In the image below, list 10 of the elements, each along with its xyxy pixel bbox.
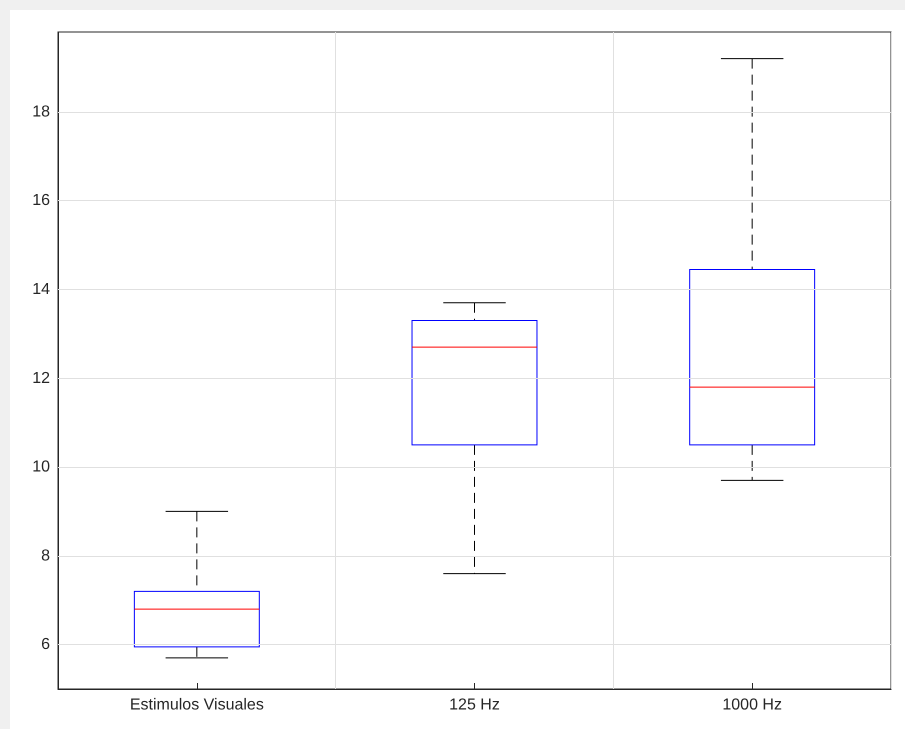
y-tick-label: 10	[32, 458, 50, 476]
y-tick-label: 8	[41, 547, 50, 564]
y-tick-label: 12	[32, 370, 50, 387]
x-tick-label: Estimulos Visuales	[130, 696, 264, 714]
y-tick-label: 6	[41, 636, 50, 654]
x-tick-label: 125 Hz	[449, 696, 500, 714]
y-tick-label: 16	[32, 192, 50, 210]
y-tick-label: 14	[32, 280, 50, 298]
x-tick-label: 1000 Hz	[722, 696, 782, 714]
y-tick-label: 18	[32, 103, 50, 120]
